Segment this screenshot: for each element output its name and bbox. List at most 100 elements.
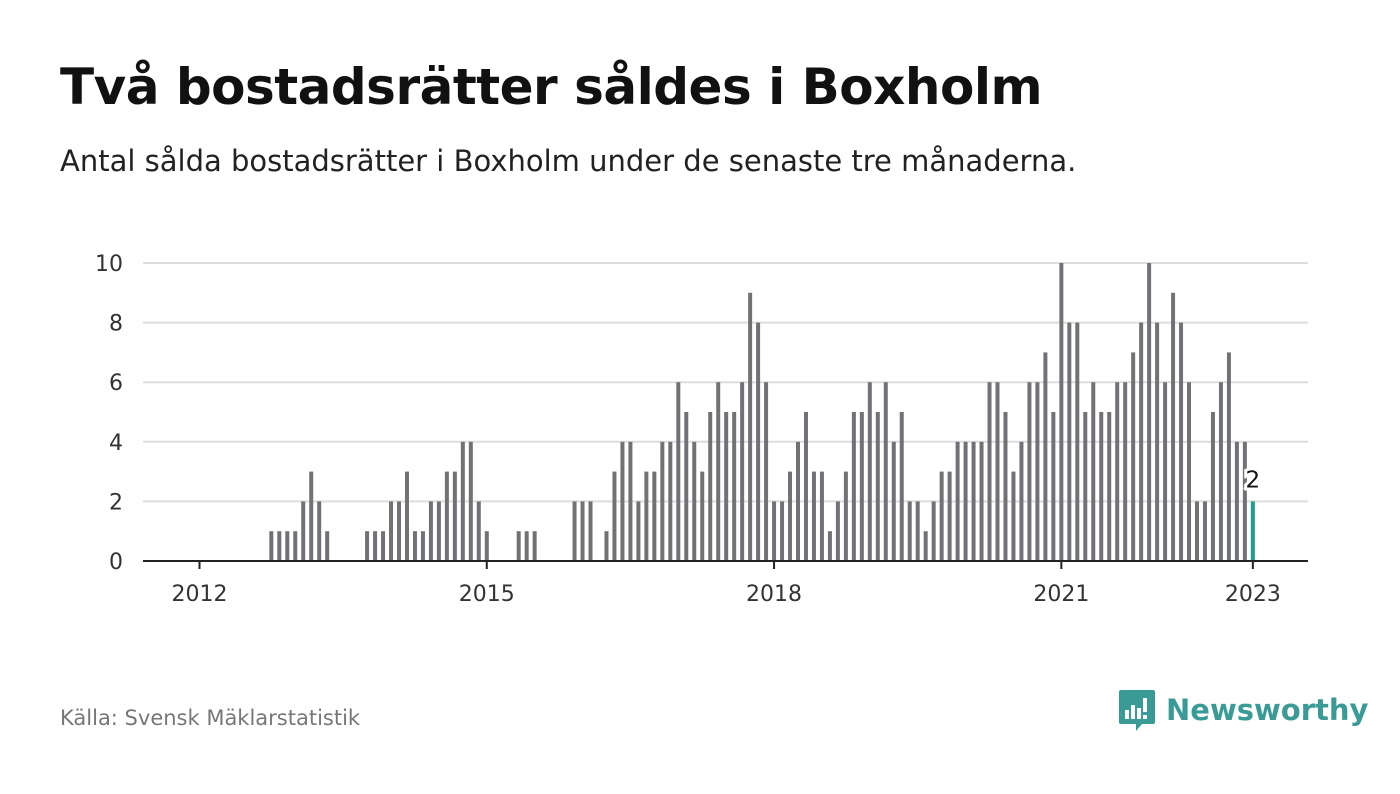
bar: [1155, 322, 1160, 561]
bar: [867, 382, 872, 561]
bar: [516, 531, 521, 561]
highlight-data-label: 2: [1246, 467, 1261, 493]
bar: [1131, 352, 1136, 561]
bar: [452, 471, 457, 561]
bar: [979, 441, 984, 561]
bar: [995, 382, 1000, 561]
bar: [1242, 441, 1247, 561]
bar: [420, 531, 425, 561]
bar: [931, 501, 936, 561]
bar: [803, 412, 808, 561]
bar: [1226, 352, 1231, 561]
x-tick-label: 2012: [172, 582, 228, 607]
y-tick-label: 4: [109, 431, 123, 456]
bar: [907, 501, 912, 561]
bar: [484, 531, 489, 561]
bar: [899, 412, 904, 561]
y-tick-label: 10: [95, 252, 123, 277]
bar: [628, 441, 633, 561]
bar: [827, 531, 832, 561]
bar: [748, 292, 753, 561]
bar: [1139, 322, 1144, 561]
bar: [572, 501, 577, 561]
bar: [1210, 412, 1215, 561]
bar: [915, 501, 920, 561]
bar: [1179, 322, 1184, 561]
bar: [1075, 322, 1080, 561]
bar: [851, 412, 856, 561]
bar: [1067, 322, 1072, 561]
bar: [636, 501, 641, 561]
bar: [476, 501, 481, 561]
bar: [468, 441, 473, 561]
bar-chart-speech-bubble-icon: [1119, 690, 1155, 731]
bar: [325, 531, 330, 561]
bar: [668, 441, 673, 561]
bar: [620, 441, 625, 561]
bar: [524, 531, 529, 561]
bar: [301, 501, 306, 561]
source-note: Källa: Svensk Mäklarstatistik: [60, 706, 361, 730]
bar: [1187, 382, 1192, 561]
bar: [947, 471, 952, 561]
bar: [660, 441, 665, 561]
bar: [891, 441, 896, 561]
bar: [277, 531, 282, 561]
bar: [397, 501, 401, 561]
x-tick-label: 2021: [1033, 582, 1089, 607]
bar: [732, 412, 737, 561]
bar: [796, 441, 800, 561]
bar: [612, 471, 617, 561]
bar: [1091, 382, 1096, 561]
bar: [460, 441, 465, 561]
y-tick-label: 6: [109, 371, 123, 396]
chart-title: Två bostadsrätter såldes i Boxholm: [60, 58, 1043, 116]
bar: [788, 471, 793, 561]
bar: [1171, 292, 1176, 561]
bar: [1107, 412, 1112, 561]
bar: [381, 531, 386, 561]
bar: [811, 471, 816, 561]
bar: [1019, 441, 1024, 561]
brand-name: Newsworthy: [1166, 693, 1369, 727]
bar: [309, 471, 314, 561]
bar: [756, 322, 761, 561]
bar: [1035, 382, 1040, 561]
bar: [285, 531, 290, 561]
bar: [1123, 382, 1128, 561]
bar: [883, 382, 888, 561]
bar: [588, 501, 593, 561]
bar: [764, 382, 769, 561]
bar: [1027, 382, 1032, 561]
axes: 0 2 4 6 8 10 2012 2015 2018 2021 2023: [95, 252, 1308, 607]
bar: [819, 471, 824, 561]
bar: [843, 471, 848, 561]
bar: [963, 441, 968, 561]
bar: [1043, 352, 1048, 561]
bar: [652, 471, 657, 561]
data-labels: 2: [1243, 464, 1264, 496]
bar: [692, 441, 697, 561]
bar: [939, 471, 944, 561]
bar: [1195, 501, 1199, 561]
bar: [772, 501, 777, 561]
bar: [373, 531, 378, 561]
bar: [1202, 501, 1207, 561]
brand-logo[interactable]: Newsworthy: [1118, 688, 1368, 732]
bar: [923, 531, 928, 561]
bar: [1003, 412, 1008, 561]
bar: [604, 531, 609, 561]
bar: [835, 501, 840, 561]
bar-highlighted: [1250, 501, 1255, 561]
bar: [676, 382, 681, 561]
bar: [428, 501, 433, 561]
bar: [780, 501, 785, 561]
bar: [389, 501, 394, 561]
bar-chart: 0 2 4 6 8 10 2012 2015 2018 2021 2023 2: [95, 252, 1308, 607]
bar: [1163, 382, 1168, 561]
bar: [740, 382, 745, 561]
bar: [955, 441, 960, 561]
bar: [644, 471, 649, 561]
x-tick-label: 2018: [746, 582, 802, 607]
bar: [987, 382, 992, 561]
